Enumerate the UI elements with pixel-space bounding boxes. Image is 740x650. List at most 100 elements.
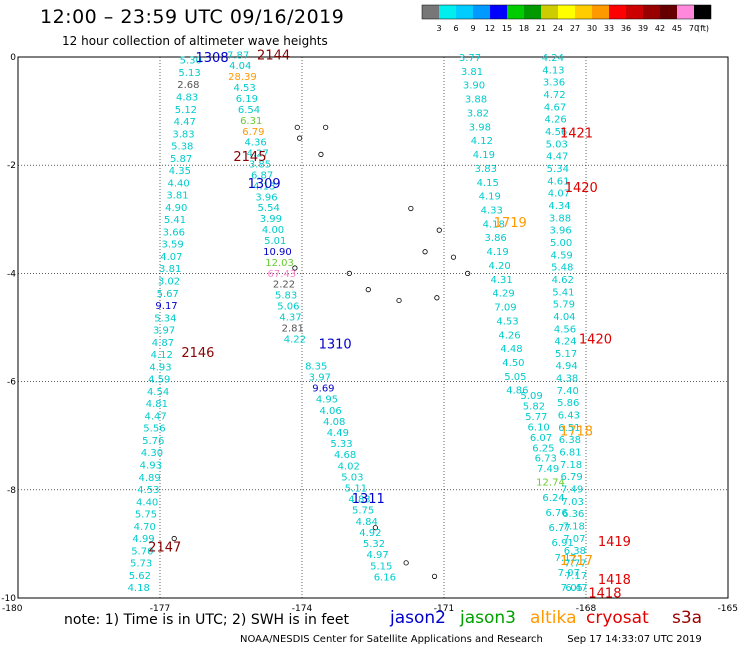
wave-height-label: 6.77 <box>548 523 570 534</box>
wave-height-label: 10.90 <box>263 247 292 258</box>
legend-tick-label: 12 <box>485 24 495 33</box>
island-outline <box>436 227 442 233</box>
wave-height-label: 3.66 <box>163 227 185 238</box>
wave-height-label: 4.94 <box>555 361 577 372</box>
wave-height-label: 5.38 <box>171 142 193 153</box>
legend-tick-label: (ft) <box>697 24 709 33</box>
wave-height-label: 6.16 <box>374 572 396 583</box>
wave-height-label: 4.83 <box>348 495 370 506</box>
x-tick-label: -180 <box>2 604 23 614</box>
wave-height-label: 4.87 <box>152 338 174 349</box>
wave-height-label: 4.07 <box>160 252 182 263</box>
wave-height-label: 6.76 <box>545 508 567 519</box>
sat-label-altika: altika <box>530 608 577 628</box>
y-tick-label: -2 <box>7 161 16 171</box>
legend-tick-label: 15 <box>502 24 512 33</box>
wave-height-label: 4.19 <box>479 192 501 203</box>
legend-swatch <box>592 5 609 19</box>
wave-height-label: 67.43 <box>267 269 296 280</box>
island-outline <box>294 124 300 130</box>
wave-height-label: 4.53 <box>137 485 159 496</box>
wave-height-label: 6.87 <box>251 170 273 181</box>
wave-height-label: 4.40 <box>168 178 190 189</box>
color-scale-legend: 3 6 9 12 15 18 21 24 27 30 33 36 39 42 45 70(ft) <box>421 4 712 33</box>
wave-height-label: 4.92 <box>359 528 381 539</box>
wave-height-label: 4.48 <box>500 344 522 355</box>
track-pass-label: 1717 <box>560 554 593 569</box>
wave-height-label: 7.09 <box>494 303 516 314</box>
wave-height-label: 4.13 <box>253 181 275 192</box>
wave-height-label: 12.74 <box>536 478 565 489</box>
island-outline <box>372 525 378 531</box>
wave-height-label: 7.17 <box>565 571 587 582</box>
wave-height-label: 4.56 <box>554 324 576 335</box>
y-tick-label: -6 <box>7 378 16 388</box>
wave-height-label: 3.98 <box>469 122 491 133</box>
wave-height-label: 4.19 <box>487 247 509 258</box>
wave-height-label: 4.72 <box>543 90 565 101</box>
island-outline <box>431 573 438 579</box>
chart-subtitle: 12 hour collection of altimeter wave hei… <box>62 34 328 48</box>
island-outline <box>297 135 303 141</box>
wave-height-label: 4.93 <box>140 461 162 472</box>
wave-height-label: 4.53 <box>496 316 518 327</box>
wave-height-label: 7.07 <box>558 568 580 579</box>
wave-height-label: 5.15 <box>370 561 392 572</box>
wave-height-label: 12.03 <box>265 258 294 269</box>
wave-height-label: 4.00 <box>262 225 284 236</box>
wave-height-label: 5.75 <box>135 510 157 521</box>
legend-swatch <box>609 5 626 19</box>
wave-height-label: 4.68 <box>334 450 356 461</box>
legend-tick-label: 24 <box>553 24 563 33</box>
units-note: note: 1) Time is in UTC; 2) SWH is in fe… <box>64 612 350 628</box>
wave-height-label: 5.03 <box>546 139 568 150</box>
wave-height-label: 5.82 <box>523 402 545 413</box>
wave-height-label: 4.59 <box>148 375 170 386</box>
wave-height-label: 4.97 <box>366 550 388 561</box>
wave-height-label: 4.38 <box>556 374 578 385</box>
wave-height-label: 4.67 <box>544 102 566 113</box>
wave-height-label: 5.30 <box>180 56 202 67</box>
wave-height-label: 6.91 <box>552 538 574 549</box>
wave-height-label: 7.05 <box>561 583 583 594</box>
legend-tick-label: 36 <box>621 24 631 33</box>
wave-height-label: 4.81 <box>146 399 168 410</box>
wave-height-label: 4.93 <box>149 362 171 373</box>
track-pass-label: 1309 <box>248 177 281 192</box>
wave-height-label: 6.19 <box>236 94 258 105</box>
wave-height-label: 5.79 <box>553 300 575 311</box>
wave-height-label: 5.83 <box>275 291 297 302</box>
wave-height-label: 4.02 <box>338 461 360 472</box>
track-pass-label: 2144 <box>257 48 290 63</box>
y-tick-label: -4 <box>7 269 16 279</box>
wave-height-label: 4.12 <box>471 136 493 147</box>
wave-height-label: 3.96 <box>255 192 277 203</box>
track-pass-label: 1421 <box>560 127 593 142</box>
credit-line: NOAA/NESDIS Center for Satellite Applica… <box>240 634 702 645</box>
legend-swatch <box>575 5 592 19</box>
wave-height-label: 5.70 <box>131 546 153 557</box>
legend-tick-label: 30 <box>587 24 597 33</box>
wave-height-label: 5.13 <box>178 68 200 79</box>
wave-height-label: 5.56 <box>143 424 165 435</box>
wave-height-label: 5.11 <box>345 484 367 495</box>
wave-height-label: 4.13 <box>542 65 564 76</box>
x-tick-label: -168 <box>576 604 597 614</box>
wave-height-label: 7.18 <box>560 460 582 471</box>
wave-height-label: 5.09 <box>520 391 542 402</box>
wave-height-label: 3.77 <box>459 53 481 64</box>
wave-height-label: 5.41 <box>164 215 186 226</box>
wave-height-label: 6.73 <box>535 454 557 465</box>
wave-height-label: 4.24 <box>554 337 576 348</box>
wave-height-label: 9.17 <box>155 301 177 312</box>
wave-height-label: 3.96 <box>549 226 571 237</box>
island-outline <box>323 124 329 130</box>
legend-swatch <box>456 5 473 19</box>
sat-label-s3a: s3a <box>672 608 703 628</box>
wave-height-label: 6.38 <box>564 546 586 557</box>
wave-height-label: 4.61 <box>547 176 569 187</box>
wave-height-label: 5.17 <box>555 349 577 360</box>
wave-height-label: 4.70 <box>134 522 156 533</box>
x-tick-label: -171 <box>434 604 454 614</box>
wave-height-label: 4.35 <box>169 166 191 177</box>
